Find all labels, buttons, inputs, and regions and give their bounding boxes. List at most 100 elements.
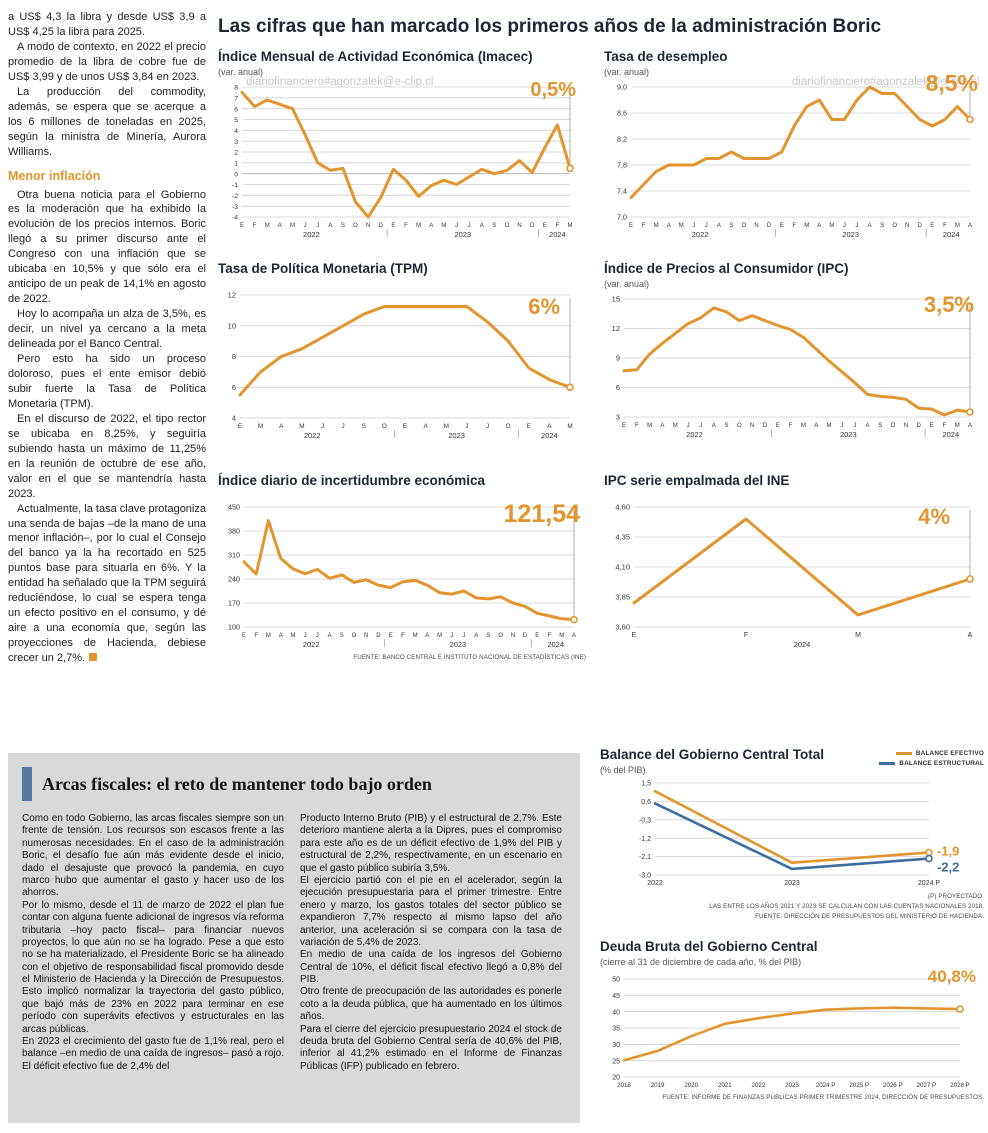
svg-text:1: 1 — [234, 160, 238, 167]
svg-text:-3: -3 — [232, 204, 238, 211]
svg-text:J: J — [840, 423, 843, 429]
fiscal-title-row: Arcas fiscales: el reto de mantener todo… — [22, 767, 562, 801]
svg-text:O: O — [353, 223, 358, 229]
svg-text:J: J — [687, 423, 690, 429]
svg-text:2026 P: 2026 P — [883, 1082, 903, 1089]
svg-text:J: J — [486, 423, 489, 430]
svg-text:100: 100 — [228, 622, 240, 631]
svg-text:S: S — [362, 423, 366, 430]
svg-text:M: M — [955, 223, 960, 229]
chart-title: Tasa de desempleo — [604, 49, 728, 64]
svg-text:M: M — [290, 223, 295, 229]
svg-text:O: O — [742, 223, 747, 229]
article-paragraph: Otra buena noticia para el Gobierno es l… — [8, 188, 206, 306]
svg-text:A: A — [279, 633, 283, 639]
svg-text:25: 25 — [612, 1058, 620, 1065]
chart-subtitle: (var. anual) — [604, 278, 650, 289]
chart-incertidumbre: Índice diario de incertidumbre económica… — [218, 473, 586, 661]
ipc-ine-plot: 4,60 4,35 4,10 3,85 3,60 E F M A 2024 — [604, 499, 984, 651]
incertidumbre-plot: 450 380 310 240 170 100 E F M A M J J A S O N D E F M A M J J A S O… — [218, 499, 586, 651]
svg-text:6: 6 — [232, 383, 236, 392]
svg-text:J: J — [455, 223, 458, 229]
svg-text:N: N — [364, 633, 368, 639]
svg-text:2023: 2023 — [785, 1082, 799, 1089]
svg-text:J: J — [843, 223, 846, 229]
svg-text:2024: 2024 — [794, 640, 811, 649]
note-proyectado: (P) PROYECTADO. — [927, 892, 984, 900]
svg-text:310: 310 — [228, 550, 240, 559]
svg-text:9: 9 — [616, 353, 620, 362]
svg-text:A: A — [968, 423, 972, 429]
svg-text:2023: 2023 — [784, 880, 800, 887]
svg-text:7,4: 7,4 — [617, 186, 627, 195]
svg-text:6: 6 — [616, 383, 620, 392]
copper-inflation-article: a US$ 4,3 la libra y desde US$ 3,9 a US$… — [8, 10, 206, 666]
svg-text:J: J — [316, 633, 319, 639]
article-paragraph: En el discurso de 2022, el tipo rector s… — [8, 412, 206, 500]
svg-text:D: D — [918, 223, 923, 229]
svg-text:A: A — [868, 223, 872, 229]
svg-text:170: 170 — [228, 598, 240, 607]
svg-text:2023: 2023 — [448, 431, 465, 440]
svg-text:-0,3: -0,3 — [639, 817, 651, 824]
deuda-plot: 50 45 40 35 30 25 20 2018 2019 2020 2021 2022 2023 20… — [600, 969, 984, 1091]
svg-text:12: 12 — [228, 290, 236, 299]
svg-text:1,5: 1,5 — [641, 780, 651, 787]
chart-subtitle: (% del PIB) — [600, 764, 646, 775]
svg-text:40: 40 — [612, 1009, 620, 1016]
svg-text:N: N — [366, 223, 370, 229]
svg-text:F: F — [789, 423, 793, 429]
fiscal-article-columns: Como en todo Gobierno, las arcas fiscale… — [22, 813, 562, 1073]
svg-text:D: D — [376, 633, 381, 639]
article-paragraph: En 2023 el crecimiento del gasto fue de … — [22, 1036, 284, 1072]
svg-text:M: M — [416, 223, 421, 229]
svg-text:M: M — [804, 223, 809, 229]
svg-text:D: D — [917, 423, 922, 429]
page-title: Las cifras que han marcado los primeros … — [218, 16, 882, 37]
desempleo-plot: 9,0 8,6 8,2 7,8 7,4 7,0 E F M A M J J A S O N D E F M A M J J A S O… — [604, 79, 984, 241]
svg-text:A: A — [328, 633, 332, 639]
svg-text:2024 P: 2024 P — [816, 1082, 836, 1089]
svg-text:M: M — [567, 423, 572, 430]
svg-text:8: 8 — [232, 352, 236, 361]
svg-text:E: E — [242, 633, 246, 639]
svg-text:7,0: 7,0 — [617, 212, 627, 221]
legend-item-efectivo: BALANCE EFECTIVO — [879, 750, 984, 757]
ipc-plot: 15 12 9 6 3 E F M A M J J A S O N D E F M A M J J A S O N D E F M A 2022 2… — [604, 291, 984, 441]
svg-text:E: E — [930, 423, 934, 429]
incertidumbre-latest-value: 121,54 — [503, 500, 580, 528]
svg-text:M: M — [801, 423, 806, 429]
svg-text:J: J — [463, 633, 466, 639]
svg-text:J: J — [465, 423, 468, 430]
article-paragraph: A modo de contexto, en 2022 el precio pr… — [8, 40, 206, 83]
svg-text:O: O — [382, 423, 387, 430]
svg-text:2022: 2022 — [752, 1082, 766, 1089]
article-paragraph: El ejercicio partió con el pie en el ace… — [300, 874, 562, 948]
svg-text:J: J — [304, 223, 307, 229]
svg-text:S: S — [486, 633, 490, 639]
tpm-latest-value: 6% — [528, 294, 560, 319]
ipc-ine-latest-value: 4% — [918, 504, 950, 529]
svg-text:5: 5 — [234, 117, 238, 124]
svg-text:A: A — [814, 423, 818, 429]
fiscal-article-col1: Como en todo Gobierno, las arcas fiscale… — [22, 813, 284, 1073]
svg-text:F: F — [635, 423, 639, 429]
svg-text:2022: 2022 — [303, 230, 320, 239]
svg-text:2027 P: 2027 P — [917, 1082, 937, 1089]
svg-text:N: N — [517, 223, 521, 229]
svg-text:2023: 2023 — [842, 230, 859, 239]
svg-text:-4: -4 — [232, 214, 238, 221]
svg-text:12: 12 — [612, 324, 620, 333]
svg-text:M: M — [290, 633, 295, 639]
legend-label-efectivo: BALANCE EFECTIVO — [915, 750, 984, 757]
svg-text:F: F — [642, 223, 646, 229]
svg-text:4: 4 — [232, 413, 236, 422]
svg-text:3: 3 — [234, 139, 238, 146]
svg-text:A: A — [480, 223, 484, 229]
article-paragraph: Pero esto ha sido un proceso doloroso, p… — [8, 353, 206, 410]
svg-text:F: F — [404, 223, 408, 229]
article-paragraph: Como en todo Gobierno, las arcas fiscale… — [22, 813, 284, 899]
svg-text:15: 15 — [612, 294, 620, 303]
article-paragraph: Otro frente de preocupación de las autor… — [300, 986, 562, 1023]
